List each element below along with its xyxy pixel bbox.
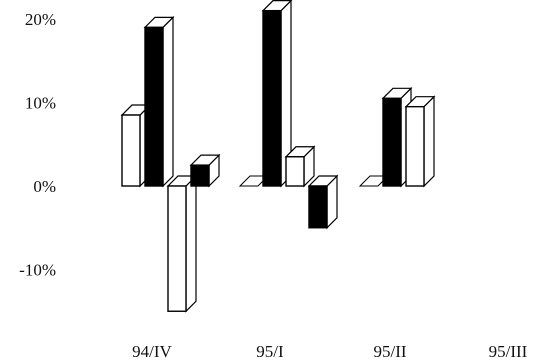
x-category-label: 94/IV (132, 342, 172, 360)
bar-front-face (382, 97, 402, 187)
y-tick-label: 20% (25, 10, 56, 29)
bar (143, 15, 175, 188)
x-category-label: 95/II (373, 342, 406, 360)
bar (261, 0, 293, 188)
y-tick-label: 0% (33, 177, 56, 196)
bar-front-face (285, 156, 305, 187)
bar-front-face (190, 164, 210, 187)
x-axis-categories: 94/IV 95/I 95/II 95/III (132, 342, 528, 360)
bar (404, 95, 436, 188)
bar-front-face (262, 9, 282, 187)
bars (120, 0, 436, 313)
bar-front-face (167, 185, 187, 312)
x-category-label: 95/III (489, 342, 528, 360)
x-category-label: 95/I (256, 342, 284, 360)
bar-front-face (405, 105, 425, 187)
bar (284, 145, 316, 188)
bar-side-face (185, 174, 197, 313)
bar (307, 174, 339, 230)
y-axis-ticks: 20% 10% 0% -10% (19, 10, 56, 280)
bar-front-face (308, 185, 328, 229)
bar-front-face (121, 114, 141, 187)
y-tick-label: -10% (19, 261, 56, 280)
bar (189, 153, 221, 188)
bar (166, 174, 198, 313)
bar-front-face (144, 26, 164, 187)
y-tick-label: 10% (25, 94, 56, 113)
bar-side-face (162, 15, 174, 188)
bar-side-face (423, 95, 435, 188)
